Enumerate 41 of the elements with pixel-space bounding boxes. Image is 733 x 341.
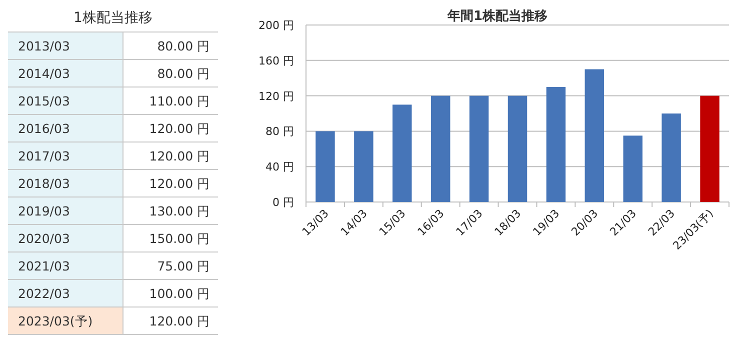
text: 120.00 円 bbox=[149, 120, 210, 136]
bar bbox=[584, 69, 604, 202]
bar bbox=[546, 86, 566, 202]
text: 2015/03 bbox=[18, 93, 70, 108]
bar bbox=[469, 96, 489, 202]
text: 2018/03 bbox=[18, 176, 70, 191]
bar bbox=[430, 96, 450, 202]
bar bbox=[354, 131, 374, 202]
text: 1株配当推移 bbox=[74, 10, 152, 26]
text: 2019/03 bbox=[18, 203, 70, 218]
chart-title: 年間1株配当推移 bbox=[446, 9, 548, 24]
y-tick-label: 160 円 bbox=[258, 54, 294, 68]
bar bbox=[392, 104, 412, 202]
text: 2017/03 bbox=[18, 148, 70, 164]
y-tick-label: 80 円 bbox=[266, 125, 294, 138]
text: 120.00 円 bbox=[149, 313, 210, 328]
text: 80.00 円 bbox=[157, 38, 210, 54]
text: 2016/03 bbox=[18, 120, 70, 136]
y-tick-label: 40 円 bbox=[266, 160, 294, 174]
text: 80.00 円 bbox=[157, 66, 210, 81]
text: 2022/03 bbox=[18, 286, 70, 301]
text: 2013/03 bbox=[18, 38, 70, 54]
bar bbox=[508, 96, 528, 202]
text: 2021/03 bbox=[18, 258, 70, 274]
text: 150.00 円 bbox=[149, 230, 210, 246]
bar bbox=[662, 114, 681, 202]
text: 120.00 円 bbox=[149, 148, 210, 164]
text: 100.00 円 bbox=[149, 286, 210, 301]
text: 75.00 円 bbox=[157, 258, 210, 274]
text: 110.00 円 bbox=[149, 93, 210, 108]
bar bbox=[623, 136, 642, 202]
text: 2020/03 bbox=[18, 230, 70, 246]
bar bbox=[700, 96, 720, 202]
bar bbox=[316, 131, 335, 202]
text: 120.00 円 bbox=[149, 176, 210, 191]
y-tick-label: 120 円 bbox=[258, 90, 294, 103]
text: 2014/03 bbox=[18, 66, 70, 81]
text: 2023/03(予) bbox=[18, 313, 93, 328]
y-tick-label: 200 円 bbox=[258, 19, 294, 32]
text: 130.00 円 bbox=[149, 203, 210, 218]
y-tick-label: 0 円 bbox=[272, 196, 294, 209]
